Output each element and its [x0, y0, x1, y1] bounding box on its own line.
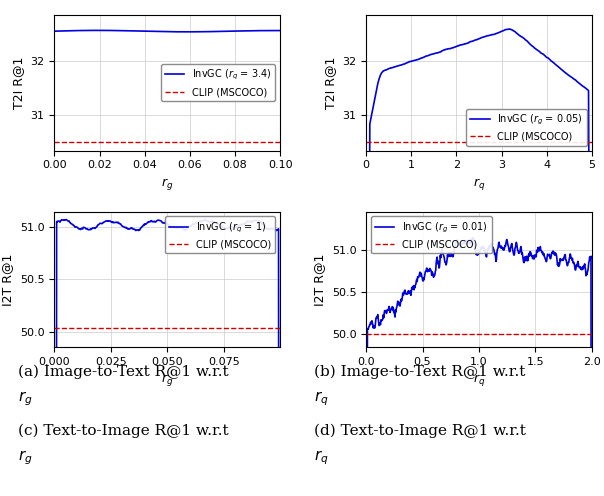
Line: InvGC ($r_q$ = 3.4): InvGC ($r_q$ = 3.4): [54, 30, 280, 32]
InvGC ($r_g$ = 0.01): [497, 245, 504, 251]
Legend: InvGC ($r_q$ = 1), CLIP (MSCOCO): InvGC ($r_q$ = 1), CLIP (MSCOCO): [165, 216, 275, 253]
InvGC ($r_g$ = 0.01): [469, 235, 477, 241]
CLIP (MSCOCO): [408, 139, 415, 145]
Text: $r_q$: $r_q$: [314, 389, 329, 408]
X-axis label: $r_q$: $r_q$: [473, 372, 485, 388]
InvGC ($r_q$ = 3.4): [257, 28, 264, 34]
CLIP (MSCOCO): [475, 331, 483, 337]
InvGC ($r_g$ = 0.01): [485, 246, 492, 252]
Y-axis label: I2T R@1: I2T R@1: [1, 253, 14, 306]
Line: InvGC ($r_g$ = 0.01): InvGC ($r_g$ = 0.01): [366, 238, 592, 496]
InvGC ($r_g$ = 0.05): [506, 26, 513, 32]
InvGC ($r_q$ = 1): [124, 226, 132, 232]
InvGC ($r_q$ = 3.4): [187, 29, 194, 35]
InvGC ($r_q$ = 3.4): [94, 27, 101, 33]
Text: (a) Image-to-Text R@1 w.r.t: (a) Image-to-Text R@1 w.r.t: [18, 365, 229, 379]
InvGC ($r_g$ = 0.05): [513, 31, 521, 37]
Y-axis label: T2I R@1: T2I R@1: [12, 57, 25, 109]
Legend: InvGC ($r_g$ = 0.05), CLIP (MSCOCO): InvGC ($r_g$ = 0.05), CLIP (MSCOCO): [466, 109, 587, 146]
InvGC ($r_g$ = 0.05): [420, 54, 428, 60]
InvGC ($r_q$ = 3.4): [51, 28, 58, 34]
InvGC ($r_q$ = 3.4): [277, 28, 284, 34]
Line: InvGC ($r_q$ = 1): InvGC ($r_q$ = 1): [54, 219, 280, 496]
InvGC ($r_g$ = 0.01): [470, 236, 477, 242]
InvGC ($r_g$ = 0.05): [533, 47, 540, 53]
InvGC ($r_q$ = 3.4): [51, 28, 59, 34]
InvGC ($r_q$ = 1): [193, 220, 200, 226]
InvGC ($r_q$ = 1): [140, 223, 147, 229]
InvGC ($r_g$ = 0.01): [548, 250, 555, 256]
InvGC ($r_q$ = 3.4): [186, 29, 193, 35]
InvGC ($r_q$ = 3.4): [190, 29, 198, 35]
Y-axis label: T2I R@1: T2I R@1: [324, 57, 336, 109]
InvGC ($r_q$ = 3.4): [183, 29, 190, 35]
X-axis label: $r_g$: $r_g$: [161, 372, 173, 388]
InvGC ($r_g$ = 0.01): [472, 244, 479, 250]
Legend: InvGC ($r_g$ = 0.01), CLIP (MSCOCO): InvGC ($r_g$ = 0.01), CLIP (MSCOCO): [371, 216, 492, 253]
Text: (d) Text-to-Image R@1 w.r.t: (d) Text-to-Image R@1 w.r.t: [314, 424, 526, 438]
X-axis label: $r_g$: $r_g$: [161, 176, 173, 192]
Y-axis label: I2T R@1: I2T R@1: [313, 253, 326, 306]
CLIP (MSCOCO): [362, 139, 370, 145]
InvGC ($r_q$ = 1): [201, 216, 208, 222]
InvGC ($r_q$ = 1): [214, 221, 222, 227]
Text: (b) Image-to-Text R@1 w.r.t: (b) Image-to-Text R@1 w.r.t: [314, 365, 525, 379]
InvGC ($r_g$ = 0.05): [402, 60, 410, 66]
Text: $r_g$: $r_g$: [18, 449, 33, 467]
Legend: InvGC ($r_q$ = 3.4), CLIP (MSCOCO): InvGC ($r_q$ = 3.4), CLIP (MSCOCO): [161, 64, 275, 101]
Text: $r_q$: $r_q$: [314, 449, 329, 467]
InvGC ($r_q$ = 1): [78, 225, 85, 231]
Text: (c) Text-to-Image R@1 w.r.t: (c) Text-to-Image R@1 w.r.t: [18, 424, 229, 438]
CLIP (MSCOCO): [362, 331, 370, 337]
Text: $r_g$: $r_g$: [18, 389, 33, 408]
InvGC ($r_g$ = 0.05): [464, 40, 472, 46]
InvGC ($r_q$ = 3.4): [243, 28, 250, 34]
InvGC ($r_q$ = 1): [216, 222, 223, 228]
X-axis label: $r_q$: $r_q$: [473, 176, 485, 192]
InvGC ($r_g$ = 0.01): [583, 271, 591, 277]
Line: InvGC ($r_g$ = 0.05): InvGC ($r_g$ = 0.05): [366, 29, 592, 496]
InvGC ($r_g$ = 0.05): [495, 29, 503, 35]
